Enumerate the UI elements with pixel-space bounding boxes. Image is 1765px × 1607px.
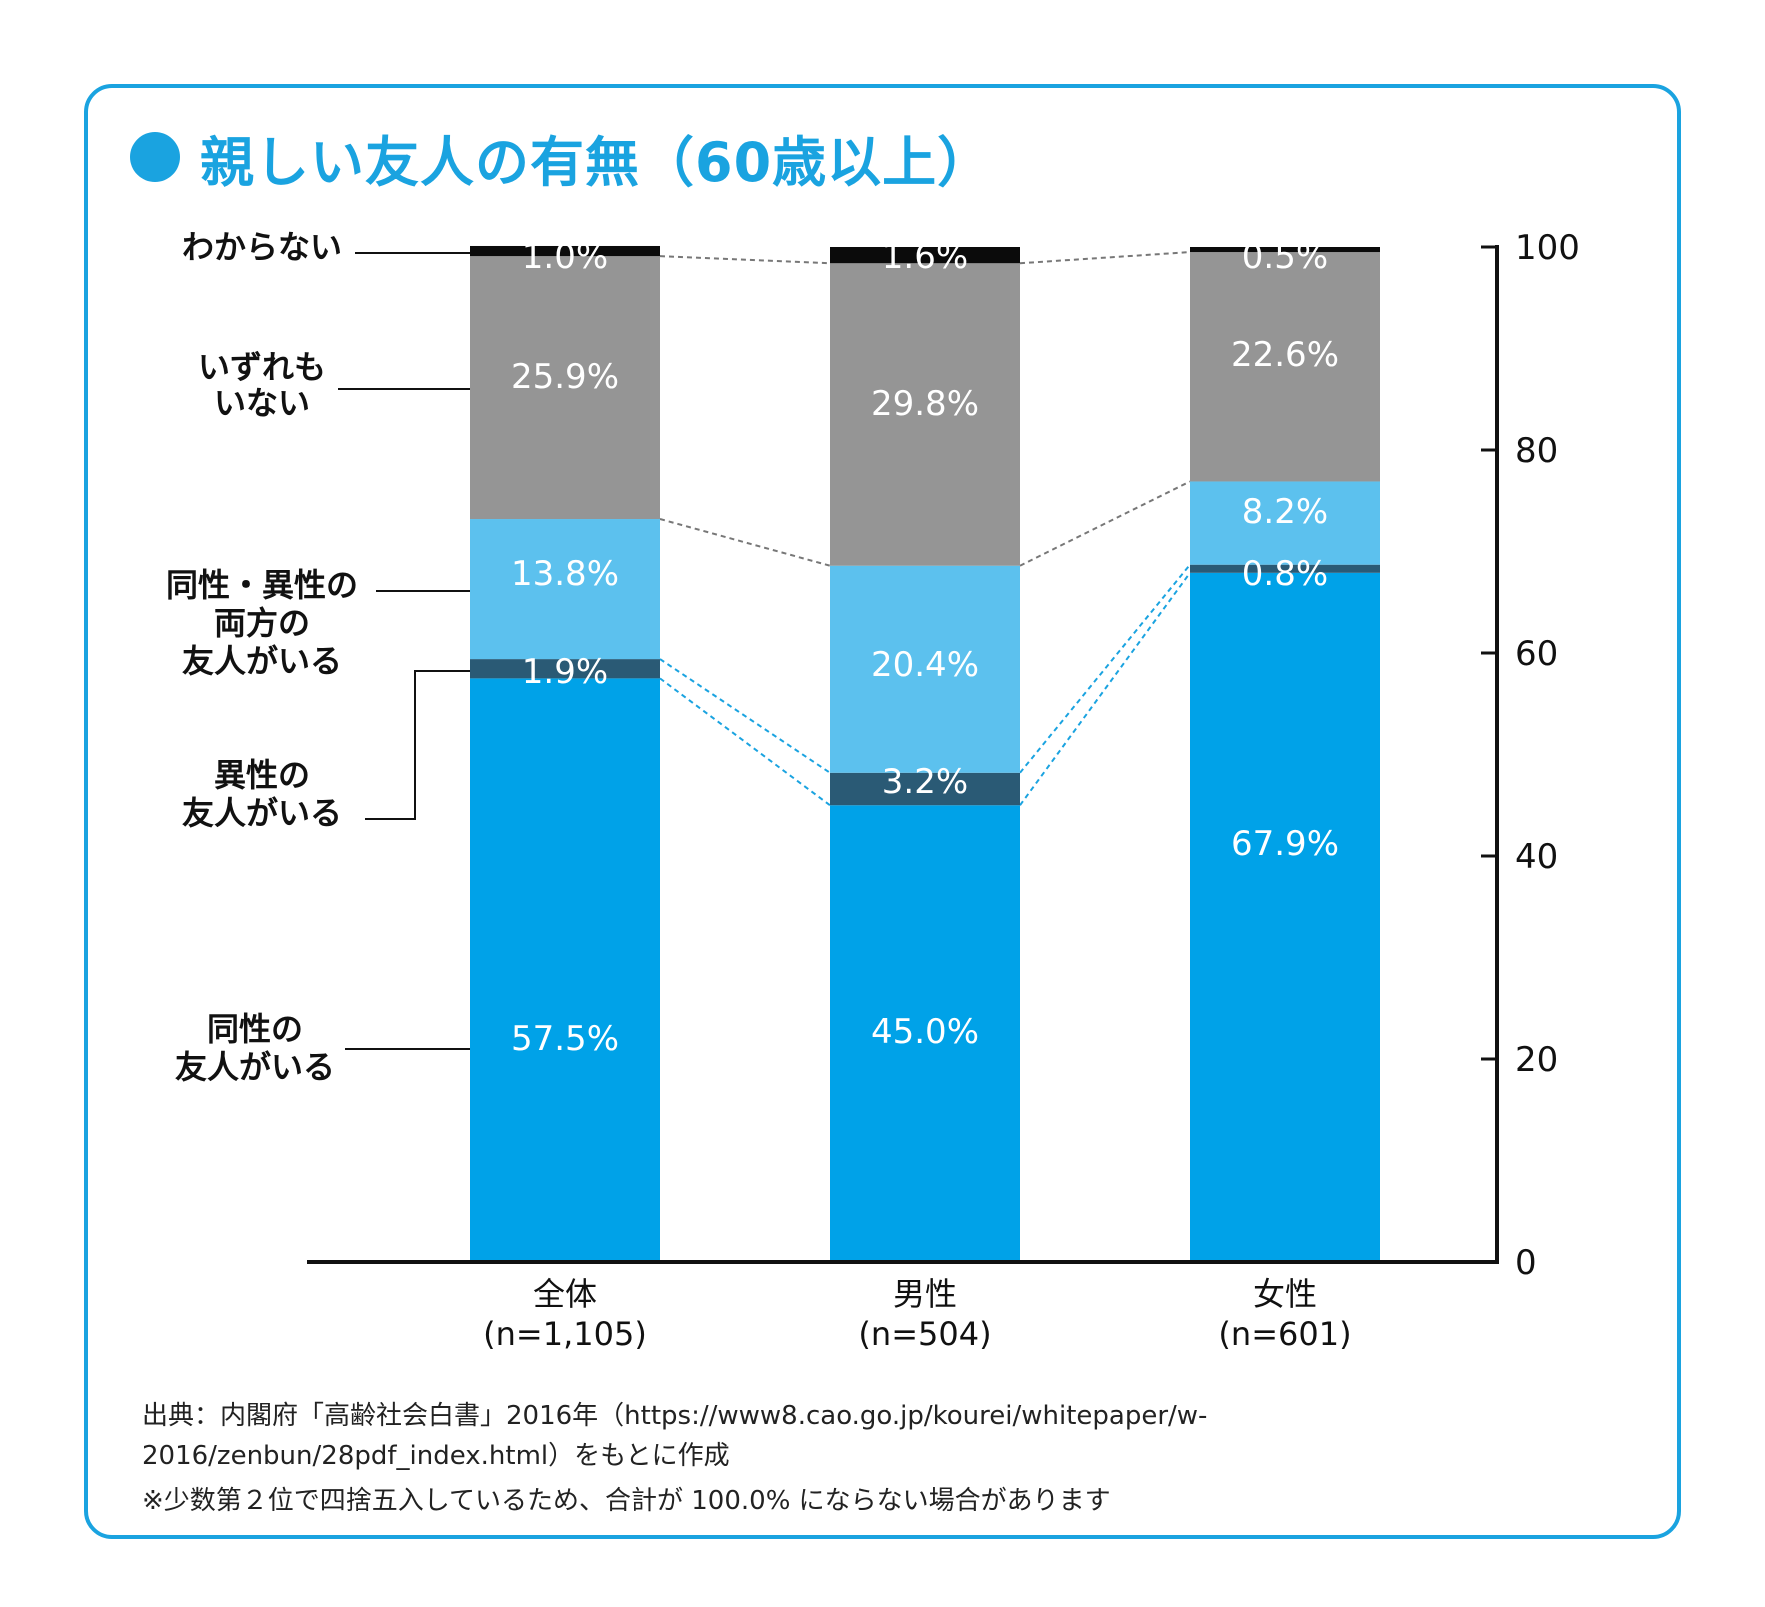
data-label: 57.5% xyxy=(511,1019,619,1059)
legend-label: 友人がいる xyxy=(182,642,342,680)
data-label: 0.5% xyxy=(1242,237,1328,277)
connector-line xyxy=(1019,480,1191,567)
title-bullet-icon xyxy=(130,132,180,182)
data-label: 20.4% xyxy=(871,645,979,685)
category-sample-size: (n=601) xyxy=(1218,1315,1351,1353)
legend-leader-line xyxy=(365,670,470,820)
data-label: 45.0% xyxy=(871,1012,979,1052)
bar-segment xyxy=(830,263,1020,566)
bar-segment xyxy=(830,565,1020,773)
bar-segment xyxy=(1190,572,1380,1262)
category-label: 全体 xyxy=(533,1275,597,1313)
bar-segment xyxy=(470,659,660,679)
chart-title: 親しい友人の有無（60歳以上） xyxy=(200,131,993,194)
data-label: 1.0% xyxy=(522,237,608,277)
category-sample-size: (n=1,105) xyxy=(483,1315,647,1353)
category-sample-size: (n=504) xyxy=(858,1315,991,1353)
data-label: 1.9% xyxy=(522,652,608,692)
bar-segment xyxy=(470,678,660,1262)
y-tick-label: 0 xyxy=(1515,1243,1537,1283)
connector-line xyxy=(659,658,831,774)
legend-label: いない xyxy=(214,384,310,422)
bar-segment xyxy=(1190,252,1380,482)
bar-segment xyxy=(830,247,1020,264)
y-tick-label: 20 xyxy=(1515,1040,1558,1080)
legend-label: 両方の xyxy=(214,604,310,642)
data-label: 67.9% xyxy=(1231,824,1339,864)
category-label: 男性 xyxy=(893,1275,957,1313)
connector-line xyxy=(659,255,831,265)
y-tick-label: 100 xyxy=(1515,228,1580,268)
category-label: 女性 xyxy=(1253,1275,1317,1313)
legend-label: 同性・異性の xyxy=(166,566,358,604)
y-tick-label: 40 xyxy=(1515,837,1558,877)
connector-line xyxy=(659,677,831,807)
data-label: 8.2% xyxy=(1242,492,1328,532)
legend-label: わからない xyxy=(182,228,342,266)
bar-segment xyxy=(830,805,1020,1262)
legend-label: 友人がいる xyxy=(182,794,342,832)
rounding-note: ※少数第２位で四捨五入しているため、合計が 100.0% にならない場合がありま… xyxy=(142,1486,1111,1516)
bar-segment xyxy=(470,245,660,257)
data-label: 22.6% xyxy=(1231,335,1339,375)
connector-line xyxy=(659,518,831,567)
bar-segment xyxy=(1190,481,1380,565)
data-label: 0.8% xyxy=(1242,554,1328,594)
data-label: 29.8% xyxy=(871,384,979,424)
connector-line xyxy=(1019,572,1191,806)
data-label: 1.6% xyxy=(882,237,968,277)
legend-label: 友人がいる xyxy=(175,1048,335,1086)
bar-segment xyxy=(830,772,1020,806)
data-label: 25.9% xyxy=(511,357,619,397)
legend-label: 異性の xyxy=(214,756,310,794)
bar-segment xyxy=(470,519,660,660)
bar-segment xyxy=(1190,564,1380,573)
legend-label: 同性の xyxy=(207,1010,303,1048)
y-tick-label: 60 xyxy=(1515,634,1558,674)
data-label: 13.8% xyxy=(511,554,619,594)
connector-line xyxy=(1019,251,1191,265)
source-citation: 出典：内閣府「高齢社会白書」2016年（https://www8.cao.go.… xyxy=(142,1401,1208,1471)
bar-segment xyxy=(1190,247,1380,253)
y-tick-label: 80 xyxy=(1515,431,1558,471)
chart-frame xyxy=(84,84,1681,1539)
bar-segment xyxy=(470,256,660,520)
connector-line xyxy=(1019,564,1191,774)
legend-label: いずれも xyxy=(198,348,326,386)
data-label: 3.2% xyxy=(882,762,968,802)
